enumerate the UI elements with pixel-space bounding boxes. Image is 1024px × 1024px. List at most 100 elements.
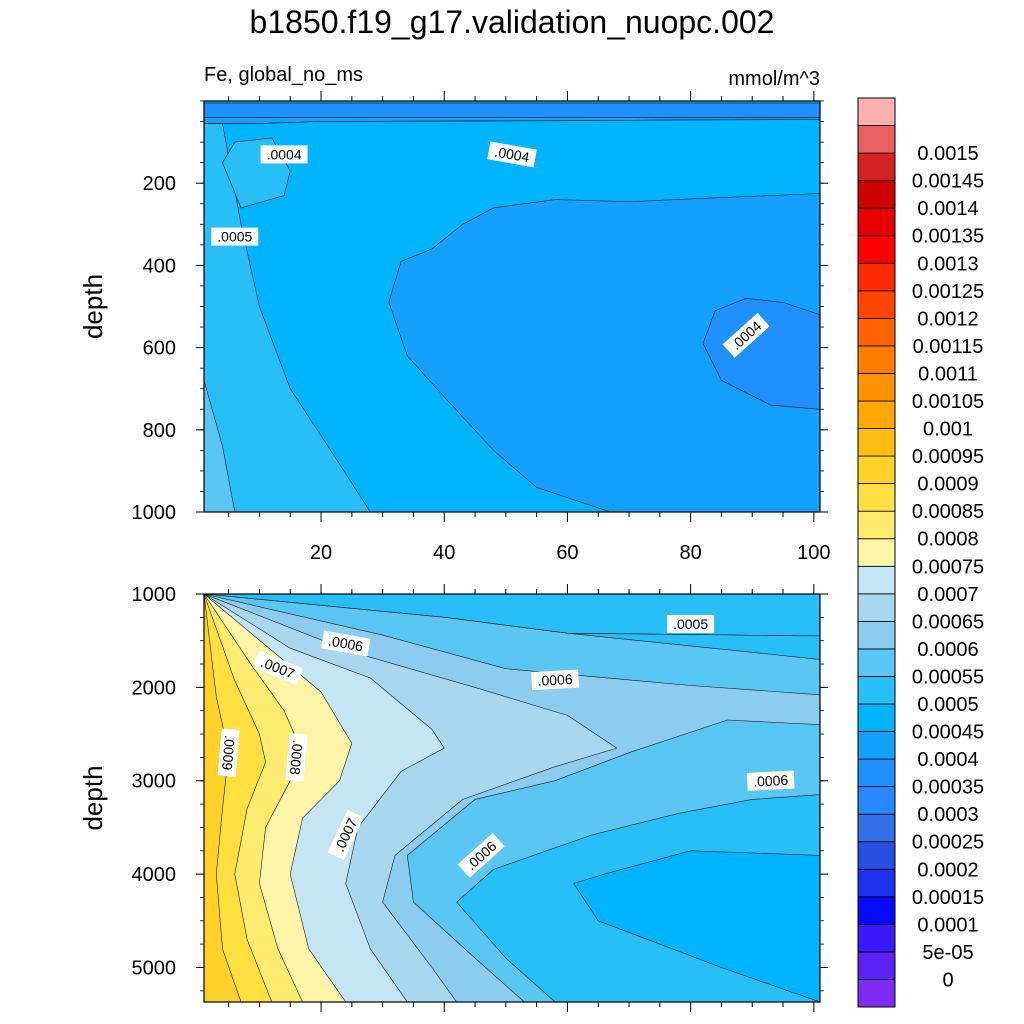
y-tick-label: 5000	[132, 957, 177, 979]
y-tick-label: 1000	[132, 584, 177, 606]
colorbar-label: 0.0001	[917, 914, 978, 936]
contour-label: .0009	[217, 728, 240, 777]
colorbar-label: 0.0009	[917, 474, 978, 496]
colorbar-swatch	[857, 125, 896, 154]
contour-label: .0004	[260, 145, 308, 164]
contour-label-box	[217, 728, 240, 777]
y-axis-title: depth	[78, 765, 108, 830]
contour-label-box	[260, 145, 308, 164]
x-tick-label: 40	[433, 542, 455, 564]
y-tick-label: 3000	[132, 771, 177, 793]
contour-region-0.00085	[204, 594, 273, 1002]
colorbar-swatch	[857, 510, 896, 540]
colorbar-swatch	[857, 538, 896, 567]
contour-label: .0007	[252, 650, 304, 685]
contour-label-box	[457, 832, 505, 878]
contour-label-text: .0005	[217, 229, 252, 245]
colorbar-swatch	[857, 676, 896, 705]
y-tick-label: 400	[143, 255, 176, 277]
contour-label-text: .0005	[673, 616, 708, 632]
contour-region-0.0004	[388, 193, 820, 512]
colorbar-label: 0.0003	[917, 804, 978, 826]
colorbar-label: 0.00095	[912, 446, 984, 468]
x-tick-label: 100	[797, 542, 830, 564]
colorbar-label: 0.00055	[912, 666, 984, 688]
colorbar-swatch	[857, 400, 896, 429]
colorbar-swatch	[857, 703, 896, 732]
colorbar-swatch	[857, 593, 896, 622]
contour-label-box	[722, 312, 770, 358]
contour-region-0.00035	[204, 102, 820, 118]
colorbar-swatch	[857, 97, 896, 126]
colorbar-label: 0.00115	[913, 336, 984, 358]
colorbar-label: 0.00065	[912, 611, 984, 633]
contour-label-box	[531, 669, 580, 691]
contour-label-text: .0006	[537, 671, 573, 689]
colorbar-swatch	[857, 841, 896, 870]
colorbar-label: 0.00145	[912, 171, 984, 193]
contour-label-box	[252, 650, 304, 685]
colorbar-swatch	[857, 152, 896, 182]
colorbar-label: 0.00085	[912, 501, 984, 523]
colorbar-label: 0.00105	[912, 391, 984, 413]
y-axis-title: depth	[78, 274, 108, 339]
x-tick-label: 20	[310, 542, 332, 564]
contour-label-text: .0006	[753, 772, 789, 790]
contour-label: .0004	[487, 141, 537, 168]
colorbar-swatch	[857, 345, 896, 374]
colorbar-swatch	[857, 758, 896, 788]
colorbar-swatch	[857, 731, 896, 760]
colorbar-label: 0.00025	[912, 832, 984, 854]
colorbar-swatch	[857, 648, 896, 677]
contour-label-box	[211, 227, 259, 246]
contour-label-text: .0004	[493, 143, 530, 165]
colorbar-swatch	[857, 262, 896, 292]
colorbar-label: 0.0008	[917, 529, 978, 551]
right-string: mmol/m^3	[728, 68, 820, 90]
contour-label-box	[746, 770, 795, 791]
colorbar-label: 0.0006	[917, 639, 978, 661]
x-tick-label: 60	[556, 542, 578, 564]
x-tick-label: 80	[680, 542, 702, 564]
contour-fill-upper	[204, 101, 820, 512]
colorbar-label: 0.0004	[917, 749, 978, 771]
colorbar-frame	[857, 97, 896, 1008]
contour-label-box	[285, 733, 308, 782]
contour-label-text: .0006	[327, 633, 364, 655]
colorbar-swatch	[857, 455, 896, 485]
colorbar-swatch	[857, 786, 896, 815]
colorbar-swatch	[857, 813, 896, 843]
colorbar-label: 0.00125	[912, 281, 984, 303]
colorbar-swatch	[857, 317, 896, 347]
upper-panel: 200 400 600 800 1000 20 40 60 80 100 depth .0004 .00…	[78, 91, 831, 564]
colorbar-label: 0.00135	[912, 226, 984, 248]
contour-label: .0005	[211, 227, 259, 246]
y-tick-label: 800	[143, 420, 176, 442]
colorbar-swatch	[857, 896, 896, 925]
colorbar-label: 0.00045	[912, 722, 984, 744]
colorbar-swatch	[857, 483, 896, 512]
colorbar-swatch	[857, 235, 896, 264]
colorbar-swatch	[857, 979, 896, 1008]
colorbar-label: 0.0012	[917, 308, 978, 330]
colorbar-label: 0.00075	[912, 556, 984, 578]
colorbar-label: 0.0015	[917, 143, 978, 165]
contour-label-text: .0008	[287, 739, 306, 776]
colorbar-swatch	[857, 565, 896, 595]
colorbar-label: 0.00015	[912, 887, 984, 909]
colorbar-swatch	[857, 868, 896, 898]
colorbar-label: 0.0002	[917, 859, 978, 881]
colorbar-label: 5e-05	[922, 942, 973, 964]
colorbar-label: 0.0011	[918, 363, 978, 385]
colorbar-label: 0	[942, 969, 953, 991]
colorbar-swatch	[857, 951, 896, 980]
contour-region-0.00055	[204, 380, 236, 512]
colorbar-swatch	[857, 180, 896, 209]
colorbar-swatch	[857, 923, 896, 953]
contour-fill-lower	[204, 594, 820, 1002]
colorbar-swatch	[857, 620, 896, 650]
colorbar-label: 0.0013	[917, 253, 978, 275]
plot-frame	[203, 593, 821, 1003]
contour-region-0.00035	[702, 297, 820, 410]
